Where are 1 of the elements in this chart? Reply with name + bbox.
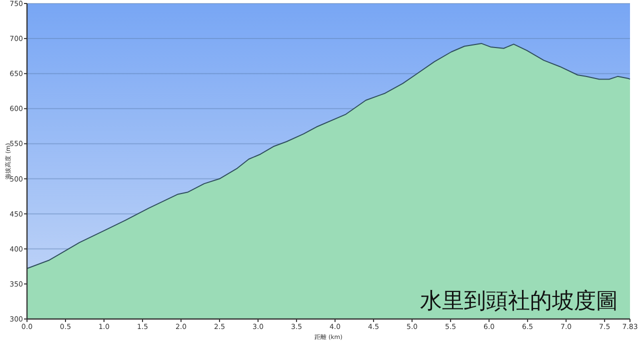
text: 水里到頭社的坡度圖 <box>420 289 618 314</box>
